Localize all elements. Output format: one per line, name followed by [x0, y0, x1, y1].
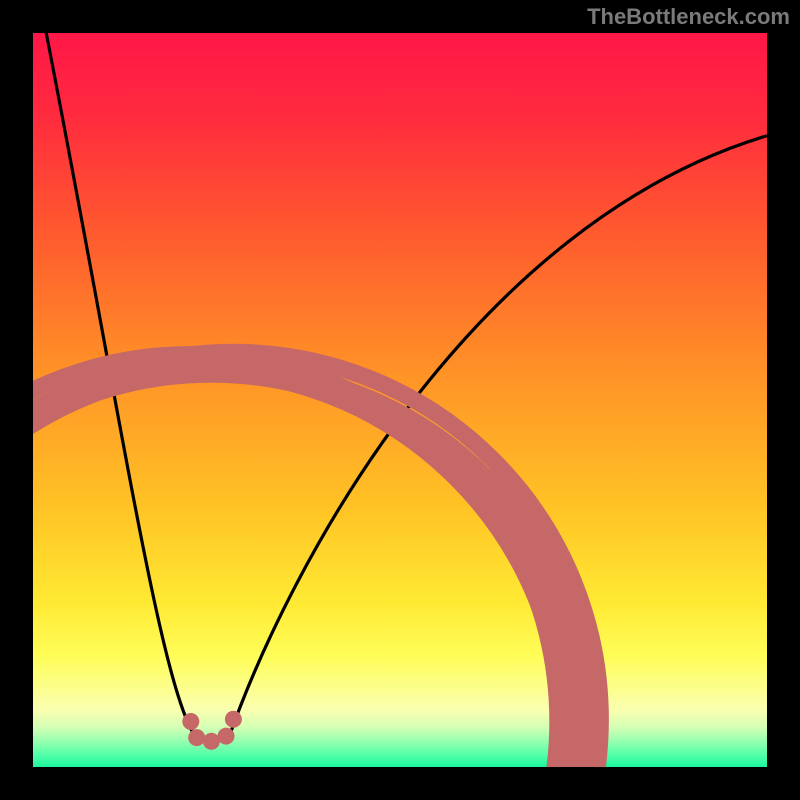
plot-area — [33, 33, 767, 767]
curve-layer — [33, 33, 767, 767]
marker-dot — [225, 711, 242, 728]
chart-container: TheBottleneck.com — [0, 0, 800, 800]
marker-group — [182, 711, 242, 750]
watermark-text: TheBottleneck.com — [587, 4, 790, 30]
